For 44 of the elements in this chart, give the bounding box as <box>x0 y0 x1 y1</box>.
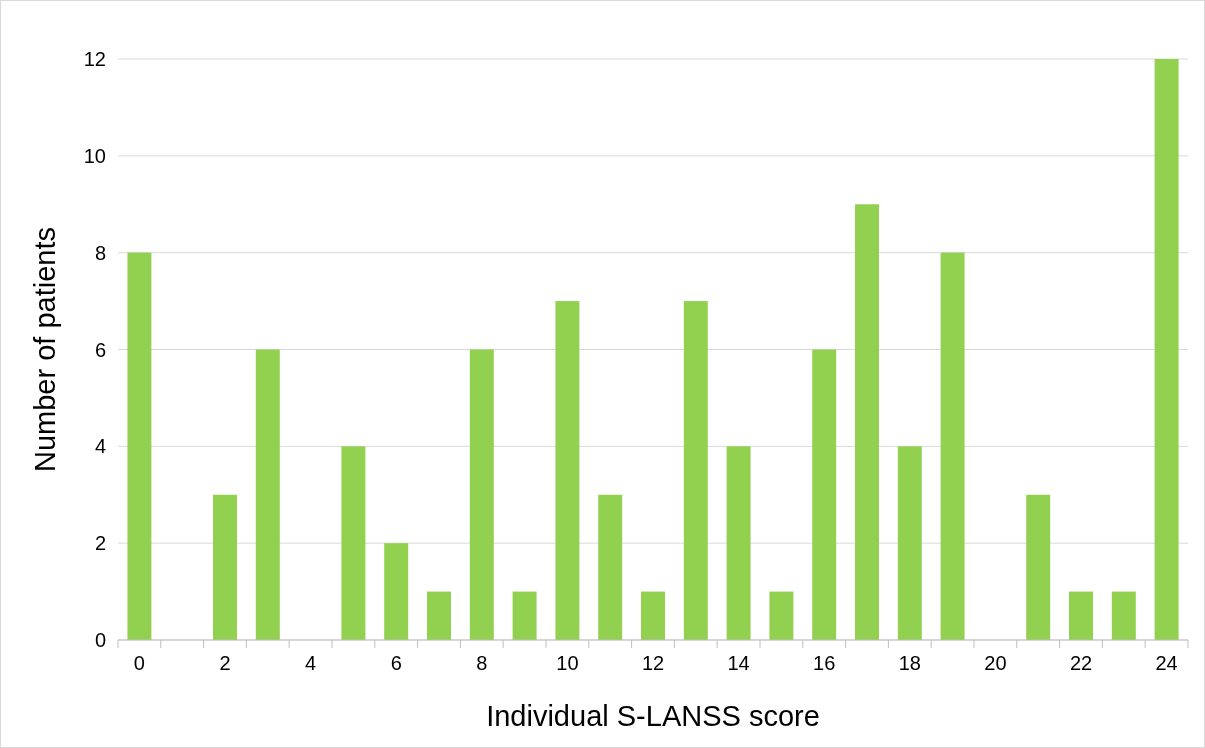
bar <box>1154 59 1179 640</box>
bar <box>1111 591 1136 640</box>
bar <box>1069 591 1093 640</box>
y-tick-label: 2 <box>94 532 106 555</box>
x-tick-label: 12 <box>641 652 665 674</box>
bar <box>812 349 837 640</box>
bar <box>726 446 751 640</box>
bar <box>598 494 623 640</box>
bar <box>512 591 537 640</box>
x-tick-label: 4 <box>305 652 317 674</box>
y-tick-label: 8 <box>94 241 106 264</box>
bar <box>897 446 922 640</box>
bar <box>469 349 494 640</box>
y-tick-label: 0 <box>94 629 106 651</box>
x-tick-label: 18 <box>898 652 921 674</box>
bar <box>555 301 580 640</box>
bar <box>213 494 237 640</box>
x-tick-label: 16 <box>813 652 836 674</box>
x-tick-label: 8 <box>476 652 488 674</box>
x-tick-label: 22 <box>1069 652 1093 674</box>
bar <box>255 349 280 640</box>
bar <box>683 301 708 640</box>
x-axis-title: Individual S-LANSS score <box>486 700 820 732</box>
y-tick-label: 6 <box>94 338 106 361</box>
x-tick-label: 10 <box>556 652 579 674</box>
bar <box>427 591 451 640</box>
y-tick-label: 12 <box>83 48 106 70</box>
bar <box>641 591 665 640</box>
y-tick-label: 4 <box>94 435 106 458</box>
bar <box>341 446 366 640</box>
y-axis-title: Number of patients <box>29 226 61 473</box>
y-tick-label: 10 <box>83 144 106 167</box>
x-tick-label: 2 <box>219 652 231 674</box>
x-tick-label: 24 <box>1155 652 1178 674</box>
bar <box>127 252 152 640</box>
x-tick-label: 20 <box>984 652 1007 674</box>
bar <box>940 252 965 640</box>
bar <box>855 204 879 640</box>
x-tick-label: 6 <box>390 652 402 674</box>
bar <box>384 543 409 640</box>
x-tick-label: 0 <box>133 652 145 674</box>
bar <box>769 591 794 640</box>
bar <box>1026 494 1051 640</box>
x-tick-label: 14 <box>727 652 750 674</box>
